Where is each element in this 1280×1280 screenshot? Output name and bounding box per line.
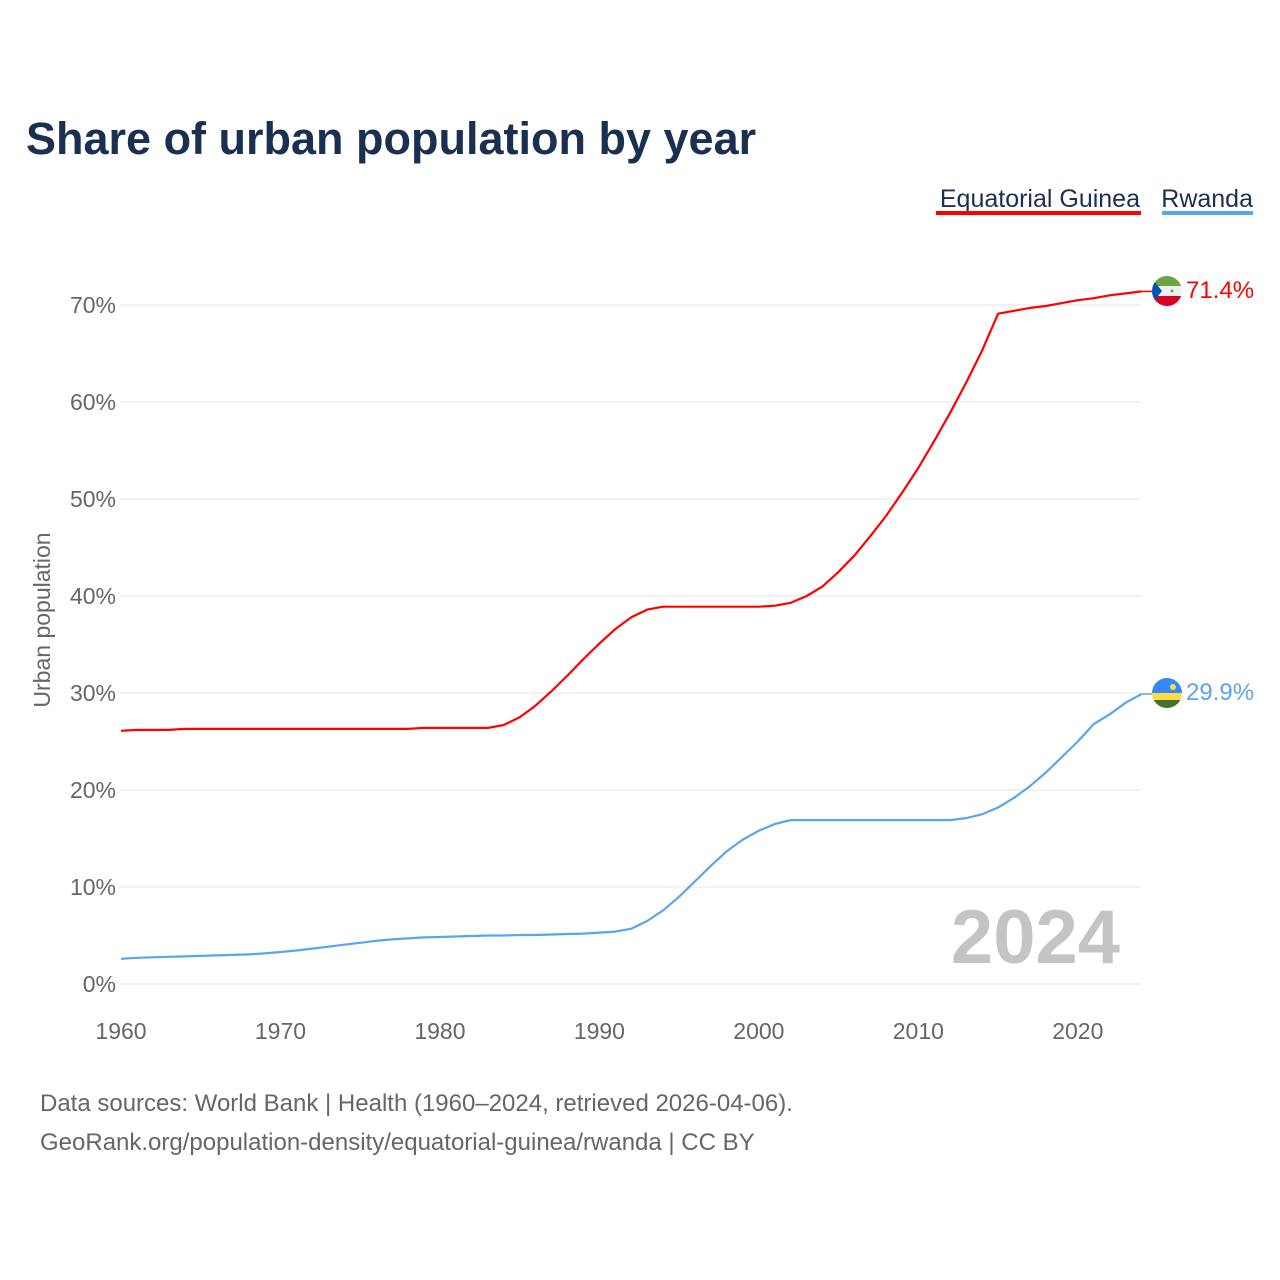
legend-item-rwanda[interactable]: Rwanda: [1161, 185, 1253, 213]
footer-sources: Data sources: World Bank | Health (1960–…: [40, 1090, 793, 1117]
y-tick-label: 60%: [70, 389, 116, 415]
x-tick-label: 1990: [574, 1018, 625, 1044]
series-lines: [120, 290, 1152, 960]
series-line-rwanda[interactable]: [120, 693, 1143, 960]
x-tick-label: 2000: [733, 1018, 784, 1044]
x-tick-label: 2020: [1052, 1018, 1103, 1044]
equatorial-guinea-flag-icon: [1152, 276, 1182, 306]
legend-swatch-equatorial-guinea: [936, 211, 1141, 215]
y-tick-label: 20%: [70, 777, 116, 803]
y-tick-label: 0%: [83, 971, 116, 997]
y-tick-label: 70%: [70, 292, 116, 318]
rwanda-flag-icon: [1152, 678, 1182, 708]
x-tick-label: 1960: [95, 1018, 146, 1044]
series-line-equatorial-guinea[interactable]: [120, 290, 1142, 732]
x-tick-label: 2010: [893, 1018, 944, 1044]
end-label-equatorial-guinea: 71.4%: [1186, 277, 1254, 304]
legend: Equatorial Guinea Rwanda: [936, 185, 1253, 215]
chart-title: Share of urban population by year: [26, 113, 756, 164]
y-tick-label: 40%: [70, 583, 116, 609]
y-tick-label: 10%: [70, 874, 116, 900]
x-axis-ticks: 1960 1970 1980 1990 2000 2010 2020: [95, 1018, 1103, 1044]
y-tick-label: 30%: [70, 680, 116, 706]
gridlines: [120, 304, 1141, 985]
y-axis-label: Urban population: [29, 532, 55, 707]
legend-item-equatorial-guinea[interactable]: Equatorial Guinea: [940, 185, 1140, 213]
legend-swatch-rwanda: [1162, 211, 1253, 215]
footer-attribution-link[interactable]: GeoRank.org/population-density/equatoria…: [40, 1129, 755, 1156]
x-tick-label: 1980: [414, 1018, 465, 1044]
y-tick-label: 50%: [70, 486, 116, 512]
y-axis-ticks: 0% 10% 20% 30% 40% 50% 60% 70%: [70, 292, 116, 997]
x-tick-label: 1970: [255, 1018, 306, 1044]
end-label-rwanda: 29.9%: [1186, 679, 1254, 706]
year-watermark: 2024: [951, 895, 1120, 980]
